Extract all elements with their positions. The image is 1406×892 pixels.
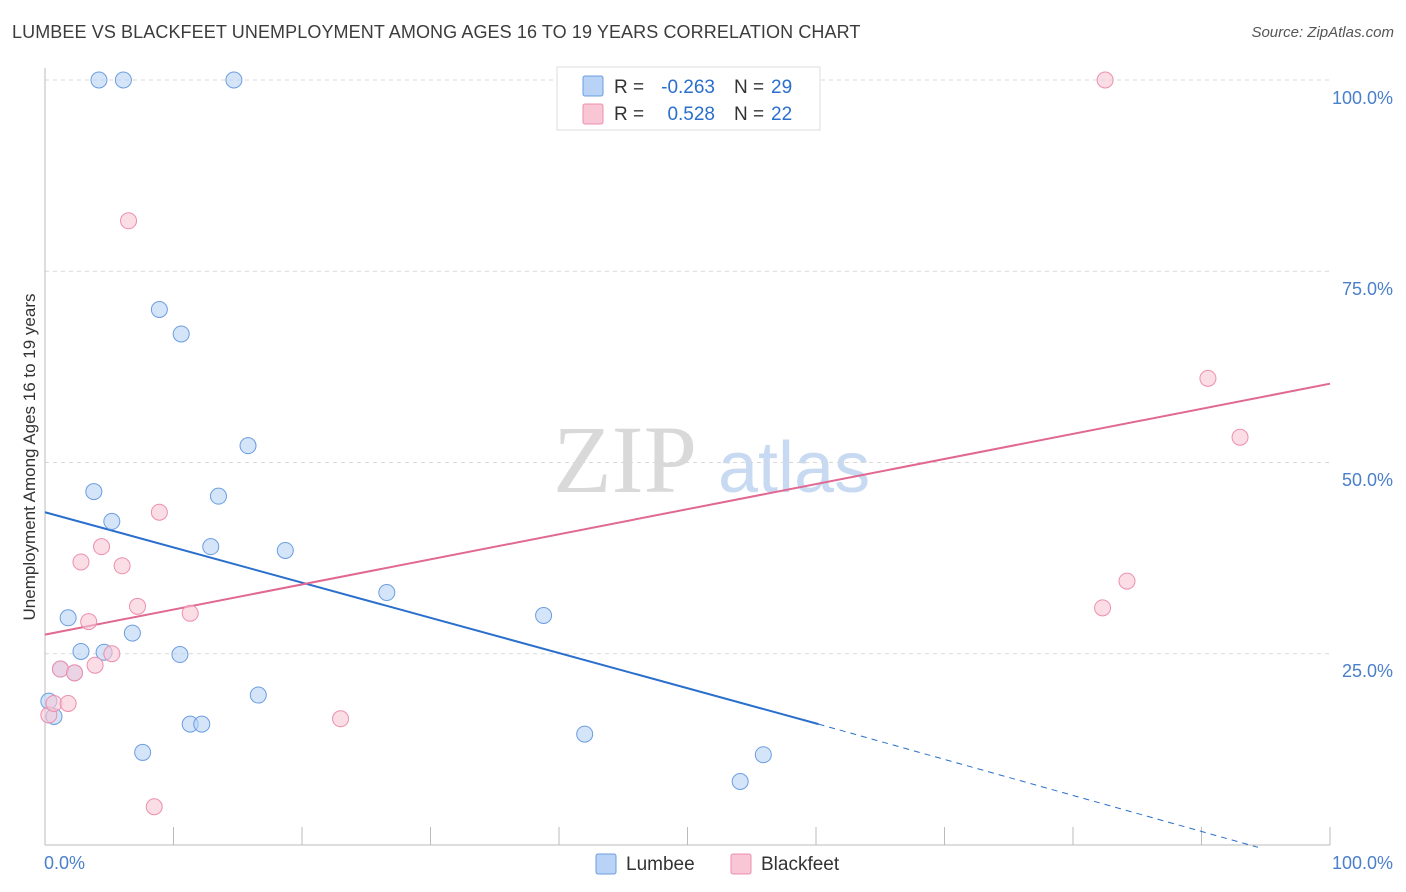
- point-blackfeet-2: [51, 660, 69, 678]
- bottom-legend-swatch-blackfeet: [730, 853, 752, 875]
- y-tick-label-25: 25.0%: [1342, 661, 1393, 681]
- point-lumbee-28: [754, 746, 772, 764]
- point-lumbee-6: [85, 483, 103, 501]
- point-lumbee-16: [171, 646, 189, 664]
- point-blackfeet-5: [72, 553, 90, 571]
- point-lumbee-3: [59, 609, 77, 627]
- point-lumbee-10: [134, 743, 152, 761]
- point-blackfeet-20: [1199, 369, 1217, 387]
- point-blackfeet-7: [86, 656, 104, 674]
- point-lumbee-18: [193, 715, 211, 733]
- point-blackfeet-9: [103, 645, 121, 663]
- point-blackfeet-1: [45, 694, 63, 712]
- point-lumbee-15: [172, 325, 190, 343]
- legend-n-value-lumbee: 29: [771, 77, 792, 98]
- legend-r-value-blackfeet: 0.528: [667, 104, 715, 125]
- point-blackfeet-15: [181, 604, 199, 622]
- point-blackfeet-4: [66, 664, 84, 682]
- point-lumbee-20: [209, 487, 227, 505]
- data-points: [40, 71, 1249, 816]
- x-tick-label-left: 0.0%: [44, 853, 85, 873]
- point-lumbee-11: [90, 71, 108, 89]
- legend-swatch-blackfeet: [582, 103, 604, 125]
- trend-line-lumbee-extension: [818, 723, 1259, 848]
- point-lumbee-12: [114, 71, 132, 89]
- point-blackfeet-13: [145, 798, 163, 816]
- point-lumbee-24: [378, 584, 396, 602]
- point-lumbee-19: [202, 538, 220, 556]
- point-blackfeet-17: [1096, 71, 1114, 89]
- point-blackfeet-16: [332, 710, 350, 728]
- legend-box: R = -0.263 N = 29 R = 0.528 N = 22: [556, 66, 821, 131]
- point-lumbee-25: [535, 607, 553, 624]
- x-tick-label-right: 100.0%: [1332, 853, 1393, 873]
- y-tick-label-75: 75.0%: [1342, 279, 1393, 299]
- legend-r-value-lumbee: -0.263: [661, 77, 715, 98]
- legend-n-label-blackfeet: N =: [734, 104, 764, 125]
- y-tick-label-50: 50.0%: [1342, 470, 1393, 490]
- point-lumbee-7: [103, 512, 121, 530]
- watermark-zip: ZIP: [553, 406, 697, 513]
- point-blackfeet-3: [59, 694, 77, 712]
- point-blackfeet-11: [129, 597, 147, 615]
- y-tick-label-100: 100.0%: [1332, 88, 1393, 108]
- point-lumbee-26: [576, 725, 594, 743]
- point-lumbee-22: [249, 686, 267, 704]
- y-axis-label: Unemployment Among Ages 16 to 19 years: [20, 294, 39, 621]
- bottom-legend-label-lumbee: Lumbee: [626, 854, 695, 875]
- point-blackfeet-18: [1094, 599, 1112, 617]
- gridlines: [45, 79, 1330, 655]
- point-blackfeet-6: [80, 613, 98, 631]
- point-lumbee-14: [150, 301, 168, 318]
- point-blackfeet-21: [1231, 428, 1249, 446]
- point-blackfeet-19: [1118, 572, 1136, 590]
- bottom-legend-swatch-lumbee: [595, 853, 617, 875]
- trend-line-lumbee: [44, 511, 819, 726]
- point-blackfeet-14: [150, 503, 168, 521]
- legend-n-value-blackfeet: 22: [771, 104, 792, 125]
- trend-line-blackfeet: [44, 382, 1331, 636]
- point-blackfeet-12: [120, 212, 138, 230]
- legend-r-label-lumbee: R =: [614, 77, 644, 98]
- point-blackfeet-10: [113, 557, 131, 575]
- bottom-legend-label-blackfeet: Blackfeet: [761, 854, 840, 875]
- legend-r-label-blackfeet: R =: [614, 104, 644, 125]
- source-credit: Source: ZipAtlas.com: [1251, 24, 1394, 41]
- point-lumbee-5: [72, 642, 90, 660]
- point-blackfeet-8: [93, 538, 111, 556]
- chart-title: LUMBEE VS BLACKFEET UNEMPLOYMENT AMONG A…: [12, 22, 861, 42]
- legend-swatch-lumbee: [582, 75, 604, 97]
- trend-lines: [44, 382, 1331, 848]
- point-lumbee-27: [731, 773, 749, 791]
- point-lumbee-9: [123, 624, 141, 642]
- point-lumbee-21: [239, 437, 257, 455]
- watermark-atlas: atlas: [718, 428, 870, 508]
- point-lumbee-23: [276, 541, 294, 559]
- point-lumbee-13: [225, 71, 243, 89]
- bottom-legend: Lumbee Blackfeet: [595, 853, 840, 875]
- legend-n-label-lumbee: N =: [734, 77, 764, 98]
